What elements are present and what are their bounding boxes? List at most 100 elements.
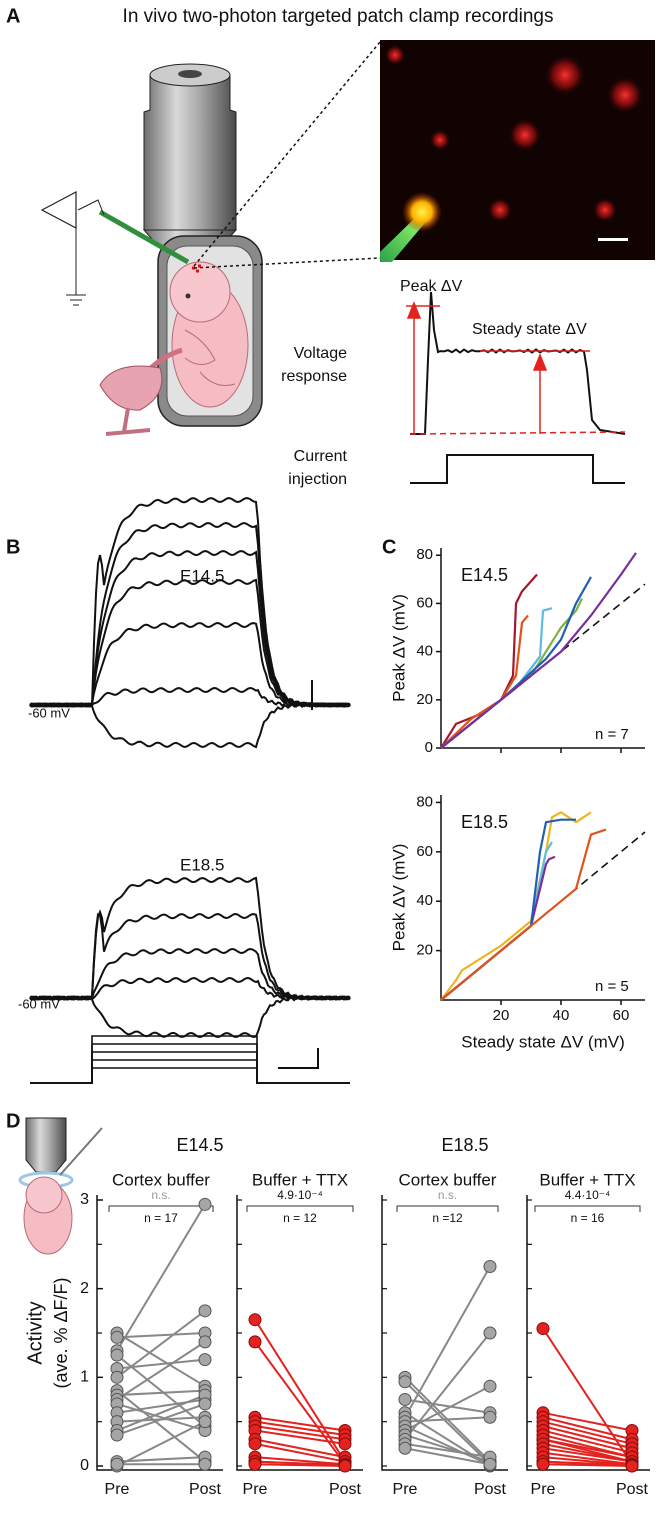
baseline-label: -60 mV: [28, 705, 70, 720]
post-dot: [483, 1379, 497, 1393]
y-tick-label: 60: [416, 843, 433, 860]
y-tick-label: 40: [416, 892, 433, 909]
current-step: [30, 1035, 350, 1084]
pair-line: [542, 1425, 633, 1450]
current-step: [30, 1059, 350, 1084]
x-tick-label: 40: [553, 1007, 570, 1024]
pre-dot: [536, 1322, 550, 1336]
test-label: 4.9·10⁻⁴: [277, 1188, 323, 1202]
pre-dot: [398, 1393, 412, 1406]
pair-line: [116, 1310, 206, 1379]
pipette: [98, 209, 190, 265]
axes: [96, 1195, 223, 1471]
pre-dot: [398, 1441, 412, 1455]
group-label: E14.5: [176, 1135, 223, 1155]
y-tick-label: 2: [80, 1280, 89, 1297]
objective-hole: [178, 70, 202, 78]
chart-title: Cortex buffer: [112, 1170, 210, 1189]
pre-dot: [110, 1330, 124, 1344]
pre-dot: [248, 1437, 262, 1451]
series-line: [440, 598, 583, 749]
pair-line: [404, 1434, 491, 1463]
peak-label: Peak ΔV: [400, 278, 463, 295]
scale-bar: [278, 1048, 319, 1069]
pair-line: [254, 1460, 346, 1467]
x-tick-label: Post: [616, 1481, 649, 1498]
current-label: injection: [288, 471, 347, 488]
mini-head: [25, 1176, 63, 1214]
pair-line: [542, 1447, 633, 1463]
pipette-wire: [77, 199, 105, 216]
cell-blob: [545, 55, 585, 95]
x-tick-label: Pre: [105, 1481, 130, 1498]
voltage-trace: [29, 521, 351, 708]
pair-line: [542, 1429, 633, 1454]
x-tick-label: 20: [493, 1007, 510, 1024]
chart-title: E18.5: [461, 812, 508, 832]
pair-line: [404, 1332, 491, 1441]
pre-dot: [110, 1370, 124, 1384]
x-tick-label: Pre: [393, 1481, 418, 1498]
pair-line: [116, 1420, 206, 1467]
axes: [526, 1195, 650, 1471]
post-dot: [198, 1335, 212, 1349]
y-tick-label: 1: [80, 1369, 89, 1386]
baseline-dashed: [409, 431, 626, 435]
cell-blob: [607, 77, 643, 113]
group-label: E18.5: [441, 1135, 488, 1155]
pre-dot: [110, 1428, 124, 1442]
mini-pipette: [59, 1127, 103, 1176]
voltage-label: Voltage: [294, 345, 347, 362]
pair-line: [254, 1429, 346, 1445]
cell-blob: [509, 119, 541, 151]
y-tick-label: 0: [425, 739, 433, 756]
pre-dot: [536, 1457, 550, 1471]
post-dot: [483, 1457, 497, 1471]
series-line: [440, 552, 637, 749]
pair-line: [116, 1341, 206, 1401]
pair-line: [116, 1394, 206, 1432]
post-dot: [198, 1415, 212, 1429]
current-step: [30, 1067, 350, 1084]
test-label: n.s.: [151, 1188, 170, 1202]
bracket: [246, 1205, 354, 1212]
current-step: [30, 1043, 350, 1084]
post-dot: [483, 1410, 497, 1424]
post-dot: [483, 1260, 497, 1273]
figure-title: In vivo two-photon targeted patch clamp …: [123, 6, 554, 27]
post-dot: [198, 1353, 212, 1367]
pre-dot: [248, 1313, 262, 1327]
series-line: [440, 811, 592, 1001]
pair-line: [254, 1425, 346, 1441]
placenta: [99, 365, 163, 411]
n-label: n = 17: [144, 1211, 178, 1225]
test-label: 4.4·10⁻⁴: [565, 1188, 611, 1202]
patched-cell: [402, 192, 442, 232]
x-tick-label: Post: [329, 1481, 362, 1498]
zoom-lines: [193, 41, 381, 269]
pair-line: [404, 1416, 491, 1423]
pair-line: [404, 1381, 491, 1465]
panel-letter: B: [6, 536, 20, 558]
voltage-trace: [29, 995, 351, 1039]
y-tick-label: 20: [416, 942, 433, 959]
pair-line: [116, 1332, 206, 1339]
axes: [236, 1195, 363, 1471]
annotation: n = 5: [595, 978, 629, 995]
axes: [381, 1195, 508, 1471]
chart-title: Buffer + TTX: [252, 1170, 348, 1189]
panel-letter: C: [382, 536, 396, 558]
pair-line: [542, 1420, 633, 1445]
post-dot: [198, 1397, 212, 1411]
pre-dot: [398, 1375, 412, 1389]
cell-blob: [385, 45, 405, 65]
series-line: [440, 573, 538, 749]
series-line: [440, 607, 553, 749]
voltage-trace: [29, 912, 351, 1001]
n-label: n = 16: [571, 1211, 605, 1225]
peak-arrow: [406, 300, 440, 434]
condition-label: E18.5: [180, 855, 224, 874]
voltage-trace: [410, 291, 626, 435]
chart-title: E14.5: [461, 565, 508, 585]
